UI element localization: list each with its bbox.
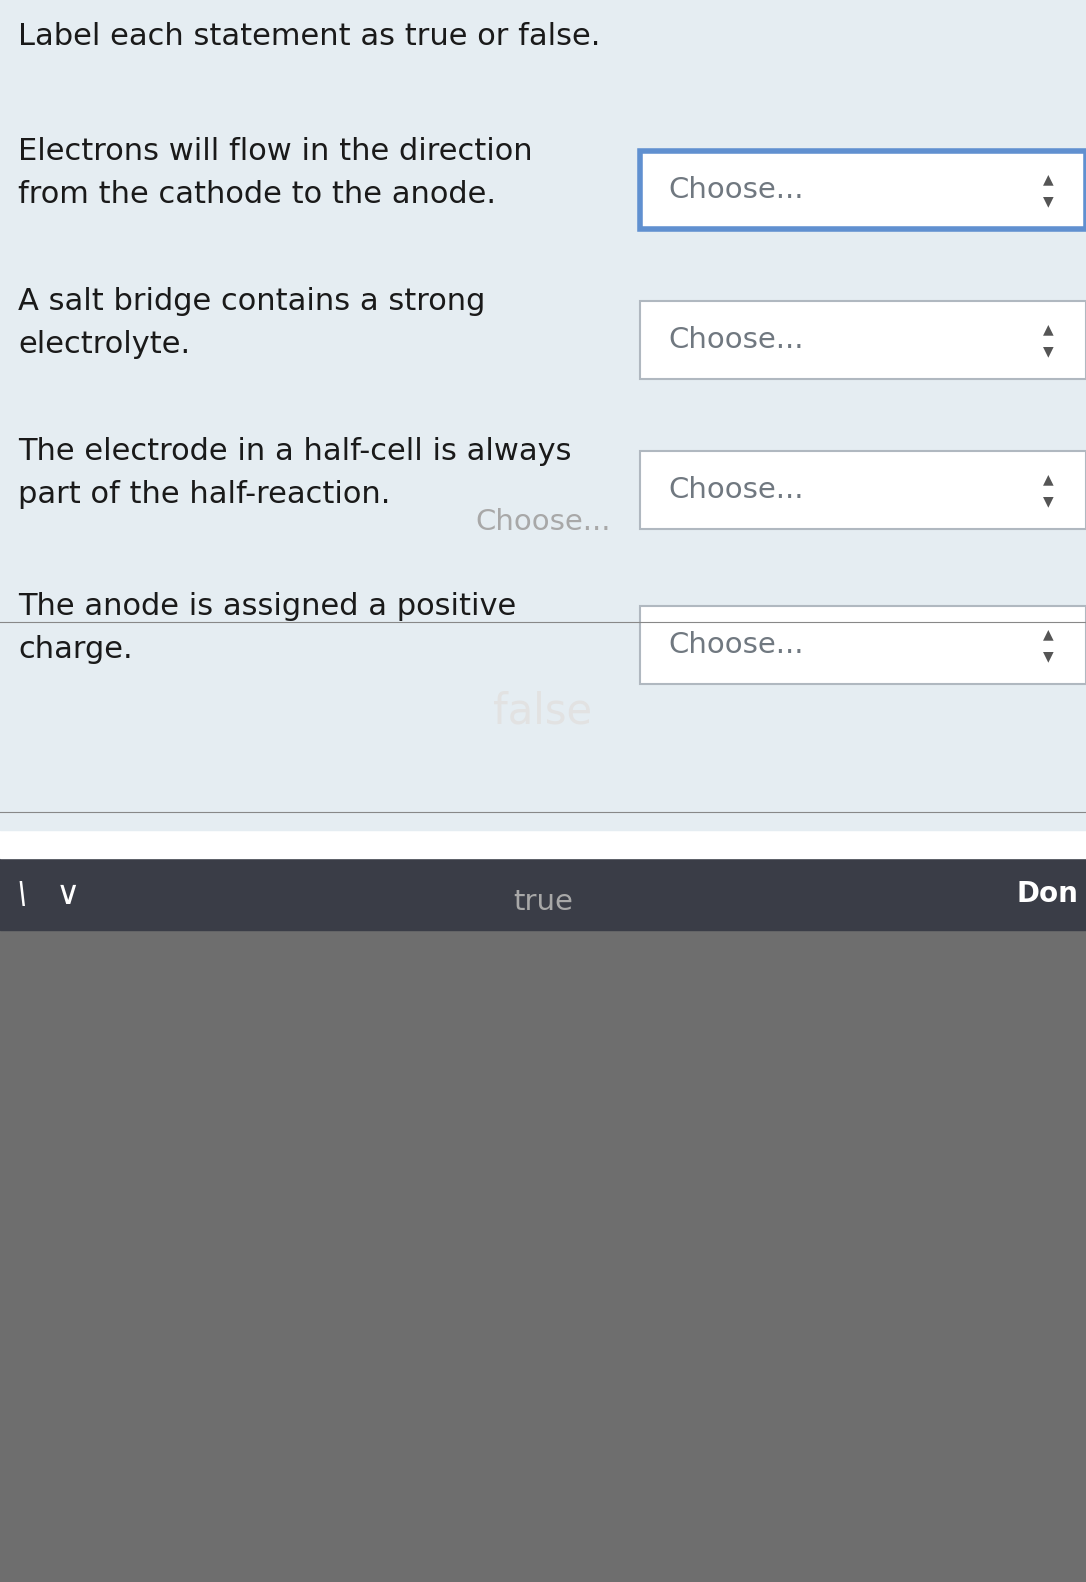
Text: Electrons will flow in the direction
from the cathode to the anode.: Electrons will flow in the direction fro…	[18, 138, 532, 209]
Bar	[640, 301, 1086, 378]
Text: Don: Don	[1016, 880, 1078, 908]
Text: A salt bridge contains a strong
electrolyte.: A salt bridge contains a strong electrol…	[18, 286, 485, 359]
Text: true: true	[513, 888, 573, 916]
Bar	[0, 930, 1086, 1582]
Text: Label each statement as true or false.: Label each statement as true or false.	[18, 22, 601, 51]
Text: ▲: ▲	[1043, 626, 1053, 641]
Text: Choose...: Choose...	[668, 176, 804, 204]
Text: The anode is assigned a positive
charge.: The anode is assigned a positive charge.	[18, 592, 516, 664]
Bar	[0, 0, 1086, 831]
Text: ▼: ▼	[1043, 494, 1053, 508]
Text: ▲: ▲	[1043, 172, 1053, 187]
Bar	[640, 150, 1086, 229]
Text: Choose...: Choose...	[668, 631, 804, 658]
Text: ∨: ∨	[55, 878, 80, 911]
Bar	[0, 831, 1086, 857]
Text: The electrode in a half-cell is always
part of the half-reaction.: The electrode in a half-cell is always p…	[18, 437, 571, 509]
Text: ▼: ▼	[1043, 195, 1053, 207]
Text: ▼: ▼	[1043, 343, 1053, 358]
Text: Choose...: Choose...	[476, 508, 610, 536]
Text: ▲: ▲	[1043, 471, 1053, 486]
Text: false: false	[493, 691, 593, 732]
Text: Choose...: Choose...	[668, 326, 804, 354]
Text: ▼: ▼	[1043, 649, 1053, 663]
Bar	[0, 857, 1086, 930]
Text: \: \	[17, 880, 27, 908]
Bar	[640, 606, 1086, 683]
Text: ▲: ▲	[1043, 321, 1053, 335]
Text: Choose...: Choose...	[668, 476, 804, 505]
Bar	[640, 451, 1086, 528]
